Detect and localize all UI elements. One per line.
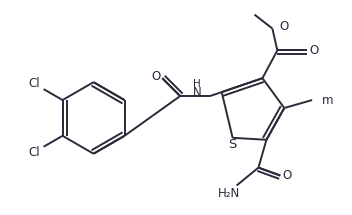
Text: O: O: [309, 44, 319, 57]
Text: N: N: [193, 86, 201, 99]
Text: Cl: Cl: [29, 146, 40, 159]
Text: O: O: [280, 20, 289, 33]
Text: O: O: [283, 169, 292, 182]
Text: O: O: [152, 70, 161, 83]
Text: Cl: Cl: [29, 77, 40, 90]
Text: S: S: [228, 138, 237, 151]
Text: H₂N: H₂N: [218, 187, 240, 200]
Text: m: m: [322, 94, 334, 107]
Text: H: H: [193, 79, 201, 89]
